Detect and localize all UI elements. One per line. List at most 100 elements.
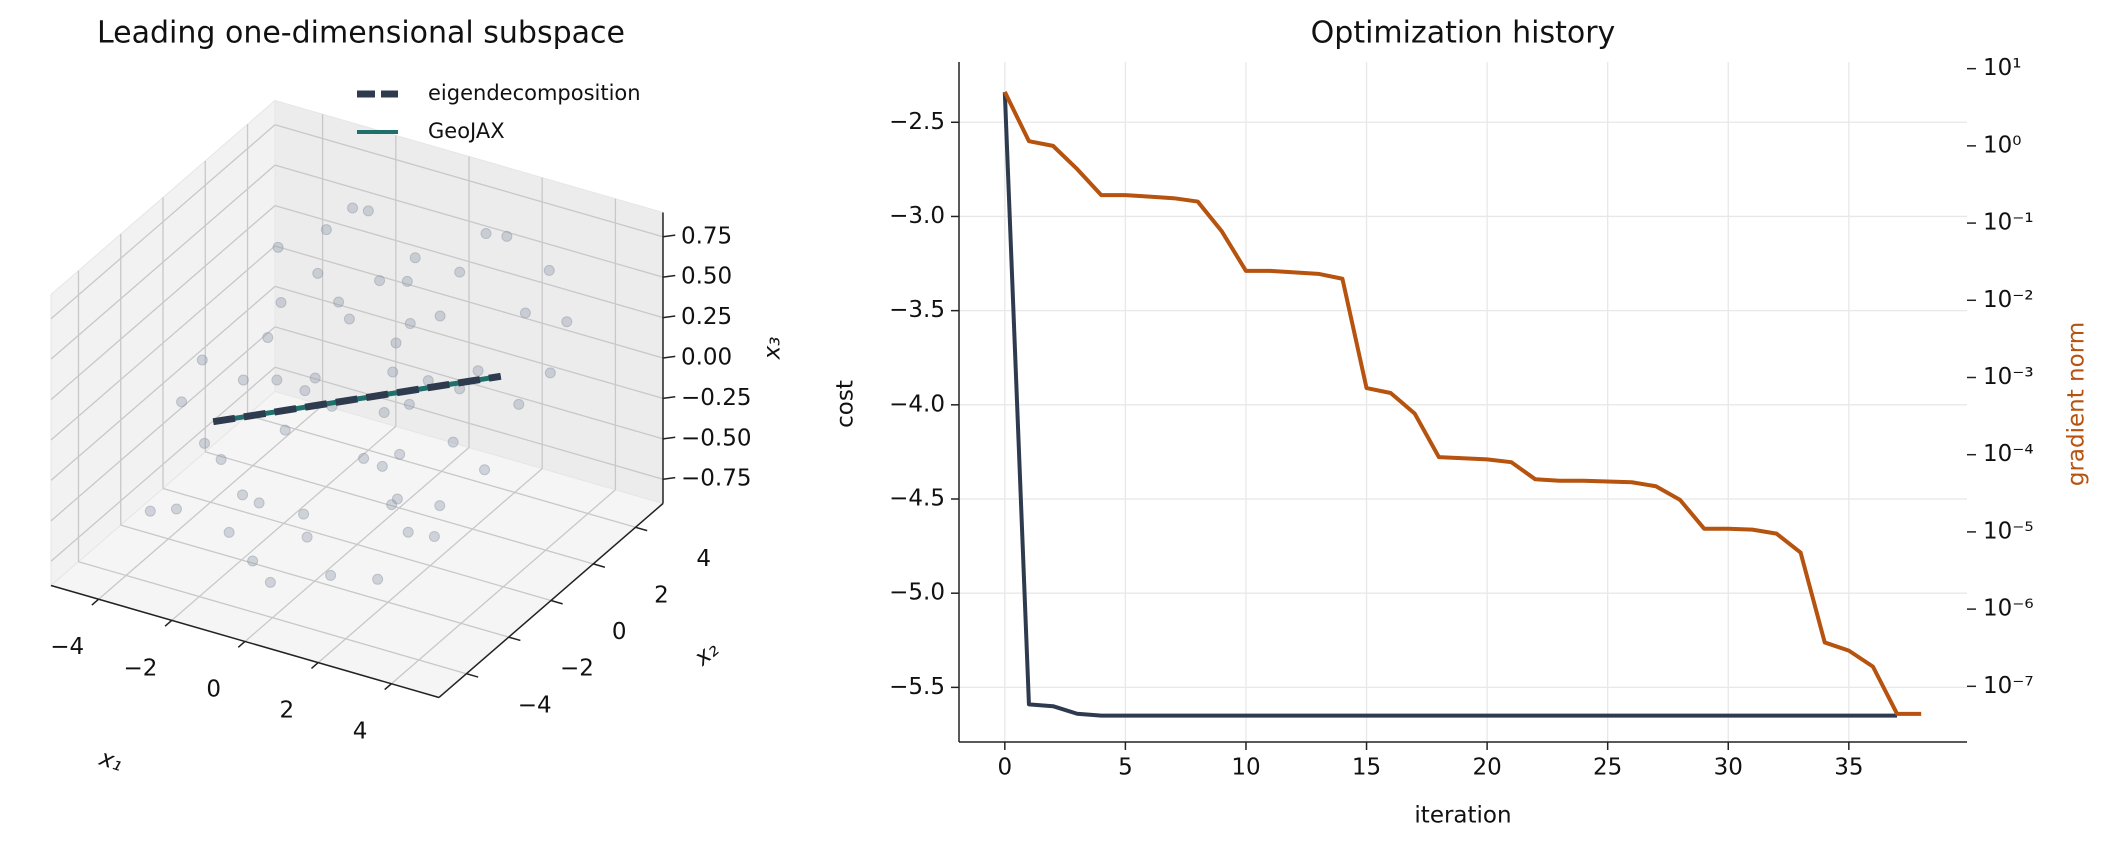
data-point <box>196 354 208 366</box>
series-line <box>1002 92 1898 718</box>
tick-mark <box>662 315 676 319</box>
x-tick-label: 20 <box>1472 755 1501 781</box>
y-tick-label: −4 <box>518 692 552 718</box>
x-axis-label: x₁ <box>95 745 126 777</box>
data-point <box>271 374 283 386</box>
y2-tick-label: 10⁻⁵ <box>1983 518 2034 544</box>
z-tick-label: −0.75 <box>681 466 751 492</box>
y2-tick-label: 10⁻⁷ <box>1983 673 2034 699</box>
y-tick-label: −4.5 <box>889 486 945 512</box>
z-tick-label: −0.50 <box>681 425 751 451</box>
y2-tick-label: 10⁻³ <box>1983 364 2034 390</box>
grid-line <box>274 124 664 238</box>
data-point <box>170 503 182 515</box>
y-tick-label: −3.5 <box>889 297 945 323</box>
legend-label: GeoJAX <box>428 119 505 143</box>
tick-mark <box>662 234 676 238</box>
subspace-line <box>212 372 502 426</box>
data-point <box>301 531 313 543</box>
data-point <box>176 396 188 408</box>
y-tick-label: −3.0 <box>889 203 945 229</box>
tick-mark <box>550 599 563 605</box>
tick-mark <box>662 274 676 278</box>
x-tick-label: 5 <box>1118 755 1133 781</box>
grid-line <box>274 285 664 400</box>
data-point <box>394 448 406 460</box>
data-point <box>215 454 227 466</box>
data-point <box>378 407 390 419</box>
data-point <box>298 508 310 520</box>
x-tick-label: 15 <box>1352 755 1381 781</box>
y-tick-label: −5.0 <box>889 580 945 606</box>
z-tick-label: 0.25 <box>681 304 732 330</box>
x-axis <box>50 584 440 699</box>
z-tick-label: 0.75 <box>681 223 732 249</box>
data-point <box>144 505 156 517</box>
data-point <box>434 500 446 512</box>
data-point <box>362 205 374 217</box>
y-tick-label: −2 <box>560 656 594 682</box>
data-point <box>447 436 459 448</box>
data-point <box>402 526 414 538</box>
grid-line <box>274 164 664 278</box>
data-point <box>543 264 555 276</box>
data-point <box>237 374 249 386</box>
tick-mark <box>662 476 676 480</box>
z-tick-label: −0.25 <box>681 385 751 411</box>
x-tick-label: 25 <box>1593 755 1622 781</box>
data-point <box>409 252 421 264</box>
data-point <box>428 530 440 542</box>
data-point <box>391 493 403 505</box>
data-point <box>299 385 311 397</box>
grid-line <box>162 487 552 602</box>
x-tick-label: 35 <box>1834 755 1863 781</box>
data-point <box>374 275 386 287</box>
data-point <box>333 296 345 308</box>
y2-tick-label: 10⁰ <box>1983 132 2022 158</box>
tick-mark <box>662 355 676 359</box>
x-tick-label: 10 <box>1231 755 1260 781</box>
x-tick-label: 0 <box>206 676 221 702</box>
data-point <box>325 569 337 581</box>
data-point <box>387 366 399 378</box>
chart-title: Leading one-dimensional subspace <box>97 16 625 51</box>
grid-line <box>50 366 276 562</box>
data-point <box>479 464 491 476</box>
y-tick-label: −2.5 <box>889 109 945 135</box>
grid-line <box>120 524 509 638</box>
data-point <box>519 307 531 319</box>
y-axis-label: x₂ <box>689 636 724 671</box>
x-tick-label: −2 <box>123 655 157 681</box>
y2-tick-label: 10⁻⁶ <box>1983 596 2034 622</box>
grid-line <box>50 245 276 441</box>
tick-mark <box>635 526 648 532</box>
tick-mark <box>466 672 479 678</box>
x-tick-label: 0 <box>997 755 1012 781</box>
data-point <box>237 489 249 501</box>
data-point <box>544 367 556 379</box>
tick-mark <box>593 563 606 568</box>
x-tick-label: 30 <box>1714 755 1743 781</box>
y-tick-label: −4.0 <box>889 391 945 417</box>
grid-line <box>247 414 636 528</box>
grid-line <box>274 204 664 319</box>
y2-tick-label: 10⁻¹ <box>1983 210 2034 236</box>
data-point <box>401 275 413 287</box>
data-point <box>279 424 291 436</box>
data-point <box>199 437 211 449</box>
data-point <box>272 241 284 253</box>
y2-axis-label: gradient norm <box>2064 322 2090 486</box>
data-point <box>501 230 513 242</box>
data-point <box>262 332 274 344</box>
data-point <box>390 337 402 349</box>
data-point <box>247 555 259 567</box>
y2-tick-label: 10¹ <box>1983 55 2022 81</box>
y2-tick-label: 10⁻² <box>1983 287 2034 313</box>
series-line <box>1003 91 1922 716</box>
data-point <box>358 452 370 464</box>
x-tick-label: 2 <box>280 698 295 724</box>
z-axis-label: x₃ <box>759 337 785 361</box>
tick-mark <box>310 662 319 670</box>
data-point <box>223 526 235 538</box>
data-point <box>309 372 321 384</box>
